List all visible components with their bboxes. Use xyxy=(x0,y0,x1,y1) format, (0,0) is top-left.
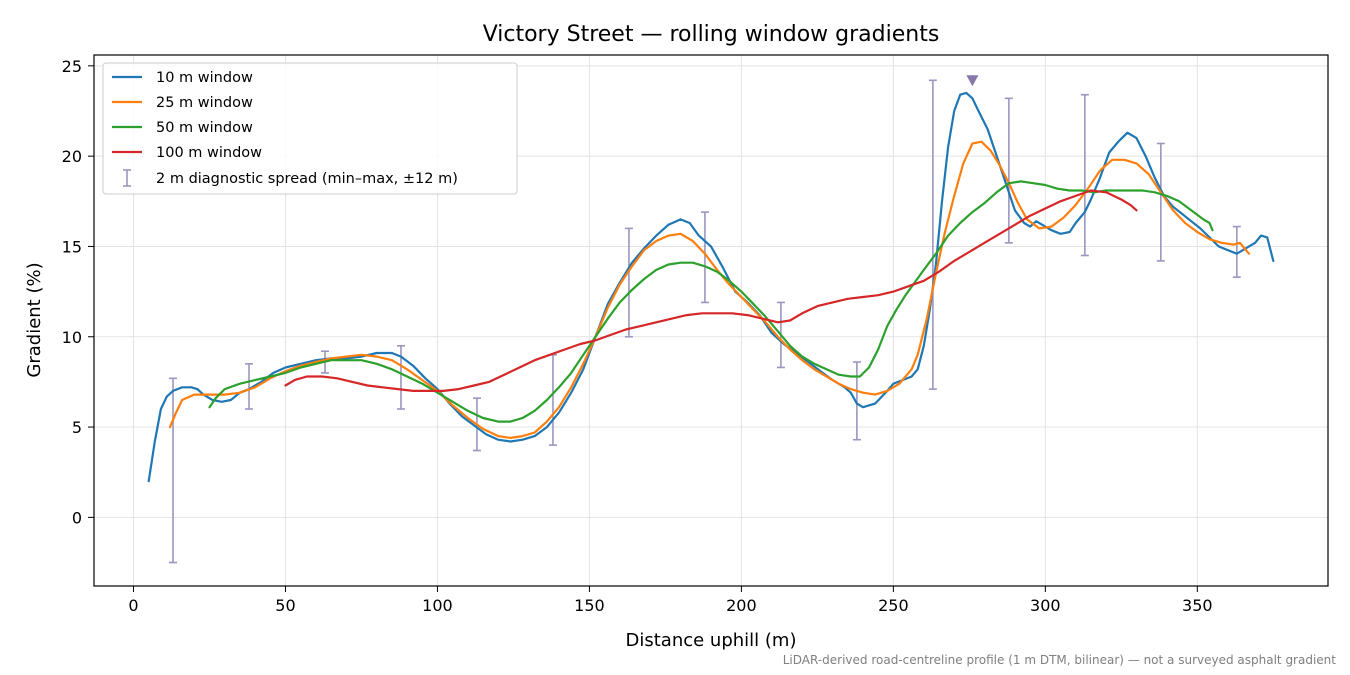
diagnostic-spread-bar xyxy=(1156,142,1165,262)
diagnostic-spread-bar xyxy=(1080,93,1089,257)
footnote: LiDAR-derived road-centreline profile (1… xyxy=(783,653,1337,667)
x-tick-label: 50 xyxy=(275,596,295,615)
diagnostic-spread-bar xyxy=(245,363,254,410)
diagnostic-spread-bar xyxy=(624,227,633,338)
y-tick-label: 15 xyxy=(62,237,82,256)
x-tick-label: 350 xyxy=(1182,596,1213,615)
x-tick-label: 0 xyxy=(128,596,138,615)
diagnostic-spread-bar xyxy=(928,79,937,390)
x-tick-label: 200 xyxy=(726,596,757,615)
x-axis-label: Distance uphill (m) xyxy=(626,630,797,651)
diagnostic-spread-bar xyxy=(852,361,861,441)
peak-marker-triangle xyxy=(966,75,979,87)
x-axis-ticks: 0 50 100 150 200 250 300 350 xyxy=(128,586,1213,615)
series-line-3 xyxy=(208,180,1214,423)
diagnostic-spread-bar xyxy=(1232,225,1241,278)
x-tick-label: 300 xyxy=(1030,596,1061,615)
peak-marker xyxy=(966,75,979,87)
diagnostic-spread-bar xyxy=(169,377,178,564)
diagnostic-spread-bar xyxy=(700,211,709,304)
y-tick-label: 25 xyxy=(62,57,82,76)
legend-label-4: 100 m window xyxy=(156,145,262,161)
series-line-4 xyxy=(284,189,1138,392)
series-lines xyxy=(147,91,1275,483)
x-tick-label: 100 xyxy=(422,596,453,615)
y-tick-label: 10 xyxy=(62,328,82,347)
y-tick-label: 0 xyxy=(72,508,82,527)
chart-title: Victory Street — rolling window gradient… xyxy=(483,22,940,47)
y-tick-label: 5 xyxy=(72,418,82,437)
y-axis-ticks: 0 5 10 15 20 25 xyxy=(62,57,94,527)
plot-frame xyxy=(93,54,1329,587)
legend-label-spread: 2 m diagnostic spread (min–max, ±12 m) xyxy=(156,171,458,187)
x-tick-label: 150 xyxy=(574,596,605,615)
x-tick-label: 250 xyxy=(878,596,909,615)
legend: 10 m window 25 m window 50 m window 100 m w… xyxy=(102,62,518,195)
legend-box xyxy=(102,62,518,195)
y-tick-label: 20 xyxy=(62,147,82,166)
legend-label-1: 10 m window xyxy=(156,70,253,86)
legend-label-2: 25 m window xyxy=(156,95,253,111)
y-axis-label: Gradient (%) xyxy=(24,262,45,377)
diagnostic-spread-bar xyxy=(1004,97,1013,244)
series-line-2 xyxy=(168,140,1251,439)
legend-label-3: 50 m window xyxy=(156,120,253,136)
